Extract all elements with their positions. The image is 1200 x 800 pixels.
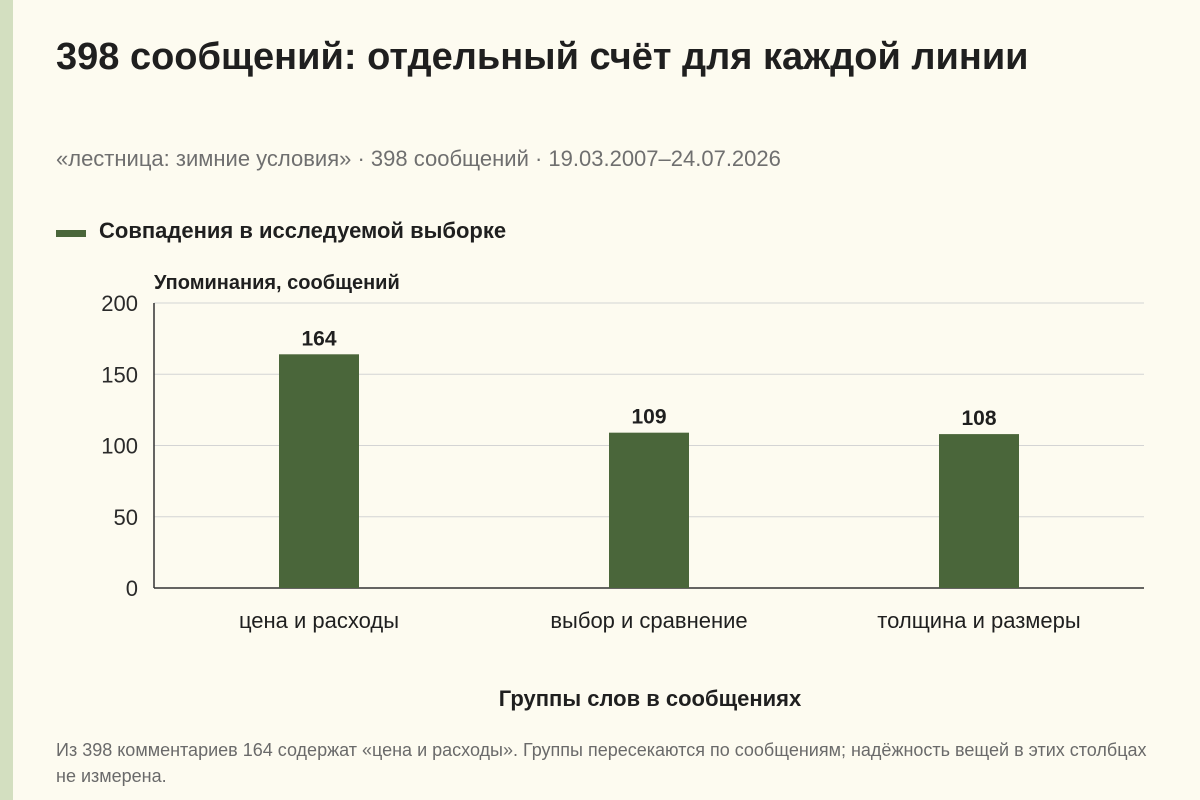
legend-label: Совпадения в исследуемой выборке (99, 218, 507, 243)
bar (939, 434, 1019, 588)
x-axis-title: Группы слов в сообщениях (498, 686, 802, 711)
bar-value-label: 164 (301, 327, 336, 350)
bar-value-label: 109 (631, 406, 666, 429)
y-tick-label: 50 (114, 505, 138, 530)
legend: Совпадения в исследуемой выборке (56, 218, 506, 244)
x-tick-label: толщина и размеры (877, 608, 1080, 633)
x-tick-label: цена и расходы (239, 608, 399, 633)
bar (609, 432, 689, 588)
chart-subtitle: «лестница: зимние условия» · 398 сообщен… (56, 146, 781, 171)
footnote: Из 398 комментариев 164 содержат «цена и… (56, 740, 1147, 786)
chart-title: 398 сообщений: отдельный счёт для каждой… (56, 36, 1029, 78)
y-axis-title: Упоминания, сообщений (154, 272, 400, 294)
y-tick-label: 0 (126, 576, 138, 601)
y-tick-label: 100 (101, 434, 138, 459)
side-accent-strip (0, 0, 13, 800)
x-tick-label: выбор и сравнение (550, 608, 747, 633)
y-tick-label: 150 (101, 362, 138, 387)
bar-value-label: 108 (961, 407, 996, 430)
y-tick-label: 200 (101, 291, 138, 316)
bar (279, 354, 359, 588)
legend-swatch (56, 230, 86, 237)
